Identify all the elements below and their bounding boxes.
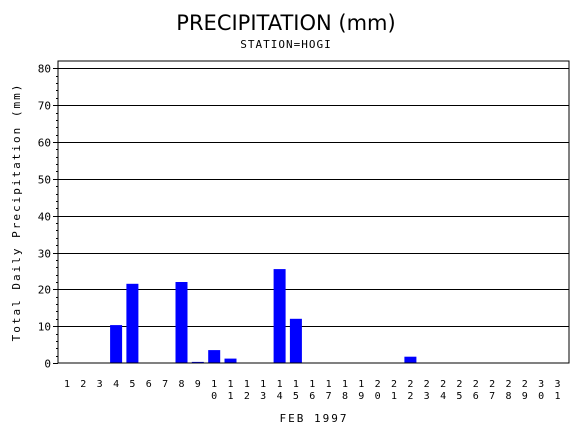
y-tick-label-0: 0 xyxy=(44,358,51,371)
bar-day-4 xyxy=(110,325,123,363)
bar-day-14 xyxy=(273,269,286,363)
x-tick-label-5: 5 xyxy=(129,379,135,390)
x-tick-label-2: 2 xyxy=(80,379,86,390)
x-axis: 1 2 3 4 5 6 7 8 9 1 01 11 21 31 41 51 61 71 81 92 02 12 22 32 42… xyxy=(64,379,561,402)
x-tick-label-8: 8 xyxy=(178,379,184,390)
y-tick-label-40: 40 xyxy=(38,211,51,224)
y-tick-label-30: 30 xyxy=(38,248,51,261)
bar-day-8 xyxy=(175,282,188,363)
bar-day-15 xyxy=(289,318,302,363)
x-tick-label-3: 3 xyxy=(97,379,103,390)
y-tick-label-50: 50 xyxy=(38,174,51,187)
bar-day-9 xyxy=(191,361,204,363)
plot-frame xyxy=(57,60,570,364)
y-tick-label-20: 20 xyxy=(38,284,51,297)
y-tick-label-10: 10 xyxy=(38,321,51,334)
x-tick-label-4: 4 xyxy=(113,379,119,390)
y-tick-label-80: 80 xyxy=(38,63,51,76)
x-tick-label-9: 9 xyxy=(195,379,201,390)
bar-day-22 xyxy=(404,356,417,363)
chart-title: PRECIPITATION (mm) xyxy=(176,11,395,35)
x-tick-label-1: 1 xyxy=(64,379,70,390)
x-tick-label-6: 6 xyxy=(146,379,152,390)
chart-subtitle: STATION=HOGI xyxy=(240,38,331,51)
grid-lines xyxy=(58,68,569,327)
bar-day-5 xyxy=(126,283,139,363)
bar-day-10 xyxy=(208,350,221,363)
y-axis-label: Total Daily Precipitation (mm) xyxy=(10,83,23,342)
x-axis-label: FEB 1997 xyxy=(280,412,349,425)
x-tick-label-7: 7 xyxy=(162,379,168,390)
bar-day-11 xyxy=(224,358,237,363)
y-tick-label-60: 60 xyxy=(38,137,51,150)
bars xyxy=(110,269,417,363)
y-tick-label-70: 70 xyxy=(38,100,51,113)
y-axis: 0 10 20 30 40 50 60 70 80 xyxy=(38,63,58,371)
